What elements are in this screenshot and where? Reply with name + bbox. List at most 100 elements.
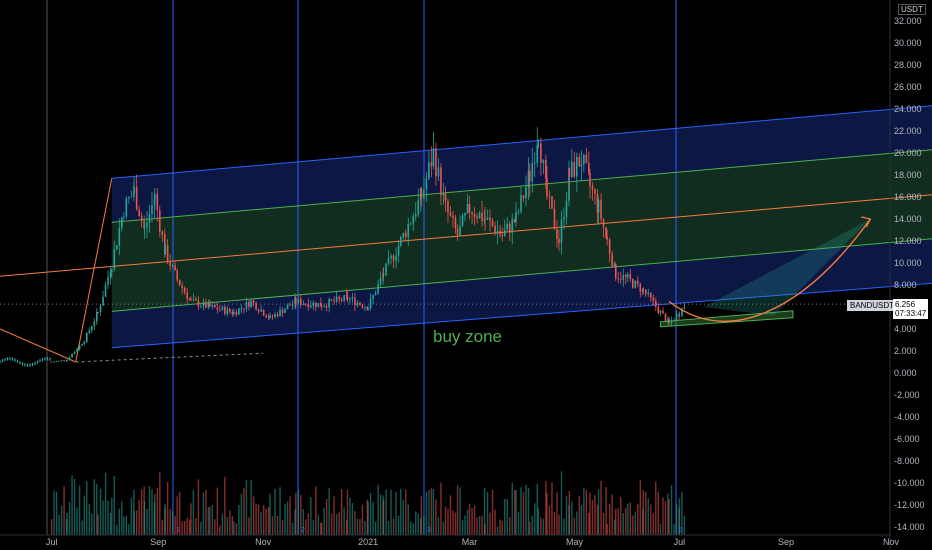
candle-body bbox=[219, 309, 221, 311]
volume-bar bbox=[73, 478, 76, 535]
volume-bar bbox=[369, 492, 372, 535]
candle-body bbox=[571, 161, 573, 177]
volume-bar bbox=[88, 504, 90, 535]
volume-bar bbox=[670, 485, 673, 535]
volume-bar bbox=[560, 471, 563, 535]
volume-bar bbox=[97, 514, 99, 535]
volume-bar bbox=[456, 485, 459, 535]
volume-bar bbox=[496, 526, 499, 535]
volume-bar bbox=[522, 492, 525, 535]
candle-body bbox=[231, 311, 234, 315]
candle-body bbox=[146, 222, 148, 228]
candle-body bbox=[583, 155, 585, 165]
candle-body bbox=[267, 317, 270, 319]
volume-bar bbox=[589, 492, 591, 535]
candle-body bbox=[68, 357, 71, 360]
symbol-price-label: BANDUSDT bbox=[847, 300, 898, 311]
candle-body bbox=[335, 296, 338, 302]
volume-bar bbox=[146, 508, 148, 535]
volume-bar bbox=[657, 492, 659, 535]
candle-body bbox=[542, 159, 545, 164]
volume-bar bbox=[214, 519, 216, 535]
channel-lines bbox=[0, 105, 932, 363]
candle-body bbox=[192, 298, 195, 300]
candle-body bbox=[291, 304, 294, 306]
currency-label: USDT bbox=[898, 4, 926, 15]
candle-body bbox=[662, 310, 664, 314]
volume-bar bbox=[307, 513, 310, 535]
candle-body bbox=[274, 313, 276, 317]
volume-bar bbox=[235, 523, 238, 535]
last-price-value: 6.256 bbox=[895, 300, 916, 309]
candle-body bbox=[435, 148, 437, 177]
candle-body bbox=[190, 299, 192, 300]
volume-bar bbox=[248, 517, 250, 535]
candle-body bbox=[197, 300, 200, 307]
candle-body bbox=[307, 303, 310, 308]
price-tick-label: -4.000 bbox=[894, 412, 920, 422]
candle-body bbox=[148, 214, 151, 223]
volume-bar bbox=[392, 518, 395, 535]
candle-body bbox=[284, 309, 286, 314]
volume-bar bbox=[325, 499, 328, 535]
candle-body bbox=[151, 205, 153, 215]
candle-body bbox=[589, 173, 591, 186]
candle-body bbox=[452, 215, 454, 218]
candle-body bbox=[602, 219, 605, 228]
candle-body bbox=[312, 302, 315, 306]
price-tick-label: 24.000 bbox=[894, 104, 922, 114]
volume-bar bbox=[121, 501, 123, 535]
volume-bar bbox=[558, 514, 560, 535]
volume-bar bbox=[151, 489, 153, 535]
volume-bar bbox=[553, 511, 556, 535]
volume-bar bbox=[576, 511, 578, 535]
volume-bar bbox=[673, 523, 675, 535]
volume-bar bbox=[506, 499, 508, 535]
candle-body bbox=[226, 308, 229, 314]
volume-bar bbox=[417, 513, 419, 535]
volume-bar bbox=[514, 490, 516, 535]
volume-bar bbox=[504, 498, 506, 535]
candle-body bbox=[525, 187, 527, 199]
candle-body bbox=[235, 311, 238, 315]
candle-body bbox=[537, 143, 540, 146]
candle-body bbox=[63, 360, 65, 362]
price-tick-label: -2.000 bbox=[894, 390, 920, 400]
volume-bar bbox=[683, 515, 686, 535]
volume-bar bbox=[66, 512, 68, 535]
candle-body bbox=[425, 178, 428, 190]
candle-body bbox=[522, 195, 525, 199]
time-tick-label: 2021 bbox=[358, 537, 378, 547]
price-tick-label: 28.000 bbox=[894, 60, 922, 70]
volume-bar bbox=[468, 503, 471, 535]
candle-body bbox=[302, 303, 305, 305]
candle-body bbox=[209, 302, 211, 307]
price-tick-label: 30.000 bbox=[894, 38, 922, 48]
volume-bar bbox=[310, 497, 312, 535]
time-tick-label: Sep bbox=[778, 537, 794, 547]
volume-bar bbox=[140, 489, 143, 535]
candle-body bbox=[527, 170, 530, 188]
volume-bar bbox=[615, 508, 617, 535]
volume-bar bbox=[286, 501, 289, 535]
volume-bar bbox=[551, 482, 553, 535]
candle-body bbox=[99, 305, 102, 313]
volume-bar bbox=[102, 500, 104, 535]
projection-fill bbox=[703, 219, 871, 316]
channel-inner-lower-line bbox=[111, 238, 932, 312]
volume-bar bbox=[655, 481, 657, 535]
volume-bar bbox=[573, 517, 576, 535]
time-axis[interactable]: JulSepNov2021MarMayJulSepNov2022MarMayJu… bbox=[0, 534, 932, 547]
candle-body bbox=[545, 159, 547, 178]
volume-bar bbox=[243, 488, 245, 535]
candle-body bbox=[338, 296, 340, 299]
volume-bar bbox=[274, 488, 276, 535]
volume-bar bbox=[302, 509, 305, 535]
volume-bar bbox=[267, 506, 270, 535]
candle-body bbox=[340, 298, 343, 301]
candle-body bbox=[367, 308, 369, 311]
candle-body bbox=[652, 297, 655, 301]
candle-body bbox=[186, 292, 188, 299]
candle-body bbox=[385, 263, 387, 276]
